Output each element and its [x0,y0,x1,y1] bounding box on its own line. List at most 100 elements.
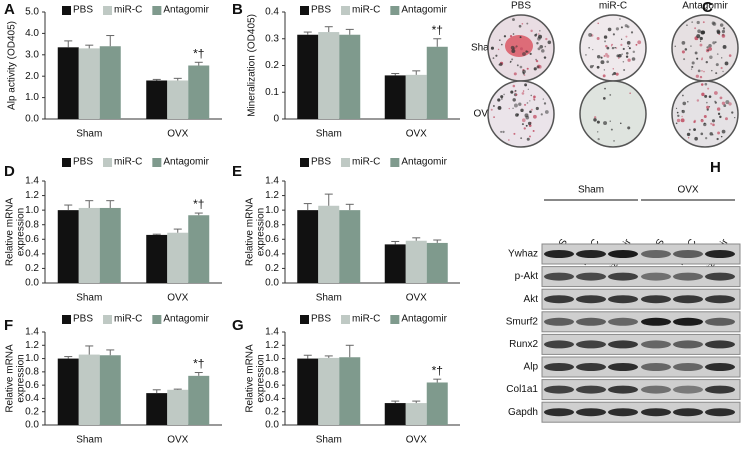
legend-swatch [152,158,162,167]
panel-label: A [4,1,15,18]
bar [57,210,79,283]
speck [618,53,622,58]
band [576,317,606,326]
speck [728,54,732,57]
speck [537,47,541,51]
speck [676,111,679,114]
speck [588,47,590,49]
speck [521,92,525,95]
speck [596,55,601,59]
error-bar [412,237,421,241]
bar [78,48,100,119]
speck [627,45,630,48]
speck [490,46,494,50]
legend-label: Antagomir [401,5,447,16]
speck [716,53,719,55]
error-bar [194,61,203,66]
bar [146,234,168,283]
error-bar [324,26,333,33]
y-tick-label: 0.2 [25,406,39,417]
error-bar [64,40,73,48]
speck [606,46,610,50]
band [705,408,735,417]
speck [690,68,693,70]
legend-swatch [300,315,309,324]
speck [512,107,514,110]
speck [632,50,636,54]
error-bar [106,349,115,356]
bar [57,47,79,120]
speck [687,137,690,139]
y-tick-label: 1.0 [265,353,279,364]
well-image [487,80,555,148]
panel-label: E [232,163,242,180]
speck [511,58,514,61]
speck [731,111,734,114]
speck [592,64,594,67]
speck [500,130,503,133]
y-axis-label: expression [256,208,267,256]
y-tick-label: 1.4 [265,327,279,338]
speck [697,29,701,34]
speck [612,68,614,70]
speck [701,70,703,72]
speck [606,54,610,58]
error-bar [152,233,161,235]
speck [500,95,504,99]
speck [526,51,529,53]
bar [167,80,189,119]
speck [544,45,547,48]
speck [512,18,515,22]
band [705,385,735,394]
speck [508,107,510,110]
x-tick-label: Sham [316,435,342,446]
speck [497,48,500,51]
band [576,363,606,371]
band [641,408,671,417]
bar [405,240,427,283]
speck [630,31,634,34]
speck [709,55,713,60]
speck [703,115,707,119]
speck [635,43,638,46]
x-tick-label: OVX [406,293,427,304]
bar [167,389,189,425]
speck [526,67,529,70]
speck [622,60,625,63]
blot-strip [541,333,741,355]
speck [699,40,702,42]
bar [99,46,121,119]
well-image [579,14,647,82]
speck [510,90,514,94]
protein-label: p-Akt [515,271,539,282]
speck [722,70,724,73]
speck [734,116,736,119]
error-bar [345,344,354,358]
y-tick-label: 0.3 [265,33,279,44]
y-axis-label: Relative mRNA [5,344,16,413]
x-tick-label: OVX [406,435,427,446]
error-bar [412,70,421,75]
speck [610,45,613,47]
speck [691,65,694,69]
y-tick-label: 1.2 [25,340,39,351]
speck [597,22,599,25]
speck [529,100,531,102]
speck [680,118,685,123]
speck [712,22,717,26]
blot-strip [541,266,741,288]
x-tick-label: Sham [76,129,102,140]
legend-swatch [390,315,400,324]
band [673,250,703,258]
group-label: Sham [578,185,604,196]
speck [719,96,723,100]
bar [57,358,79,425]
well [579,80,647,148]
speck [719,115,722,119]
speck [702,21,705,24]
band [705,317,735,326]
speck [694,136,698,141]
speck [715,63,719,67]
blot-strip [541,288,741,310]
error-bar [85,44,94,49]
